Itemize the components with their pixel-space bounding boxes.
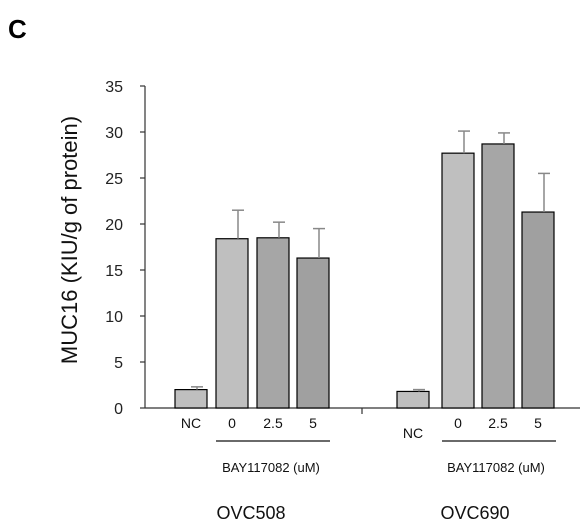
category-label: 0: [228, 415, 236, 431]
y-tick-label: 15: [105, 263, 123, 280]
treatment-label: BAY117082 (uM): [222, 460, 320, 475]
bars: [174, 130, 555, 409]
y-tick-label: 35: [105, 79, 123, 96]
bar: [481, 143, 515, 409]
bar: [396, 390, 430, 409]
y-tick-label: 5: [114, 355, 123, 372]
treatment-label: BAY117082 (uM): [447, 460, 545, 475]
group-label: OVC508: [216, 503, 285, 523]
group-label: OVC690: [440, 503, 509, 523]
bar: [256, 237, 290, 409]
bar: [215, 238, 249, 409]
category-label: 5: [534, 415, 542, 431]
category-labels: NC 0 2.5 5 BAY117082 (uM) OVC508 NC 0 2.5 5 BAY117…: [181, 415, 556, 523]
category-label: 0: [454, 415, 462, 431]
category-label: NC: [403, 425, 423, 441]
y-tick-label: 25: [105, 171, 123, 188]
bar: [441, 152, 475, 409]
category-label: NC: [181, 415, 201, 431]
y-tick-label: 10: [105, 309, 123, 326]
bar: [174, 389, 208, 409]
bar: [521, 211, 555, 409]
category-label: 2.5: [263, 415, 283, 431]
category-label: 5: [309, 415, 317, 431]
y-tick-label: 0: [114, 401, 123, 418]
bar: [296, 257, 330, 409]
y-axis-label: MUC16 (KIU/g of protein): [57, 116, 82, 364]
y-tick-label: 30: [105, 125, 123, 142]
y-tick-label: 20: [105, 217, 123, 234]
category-label: 2.5: [488, 415, 508, 431]
panel-label: C: [8, 14, 27, 44]
